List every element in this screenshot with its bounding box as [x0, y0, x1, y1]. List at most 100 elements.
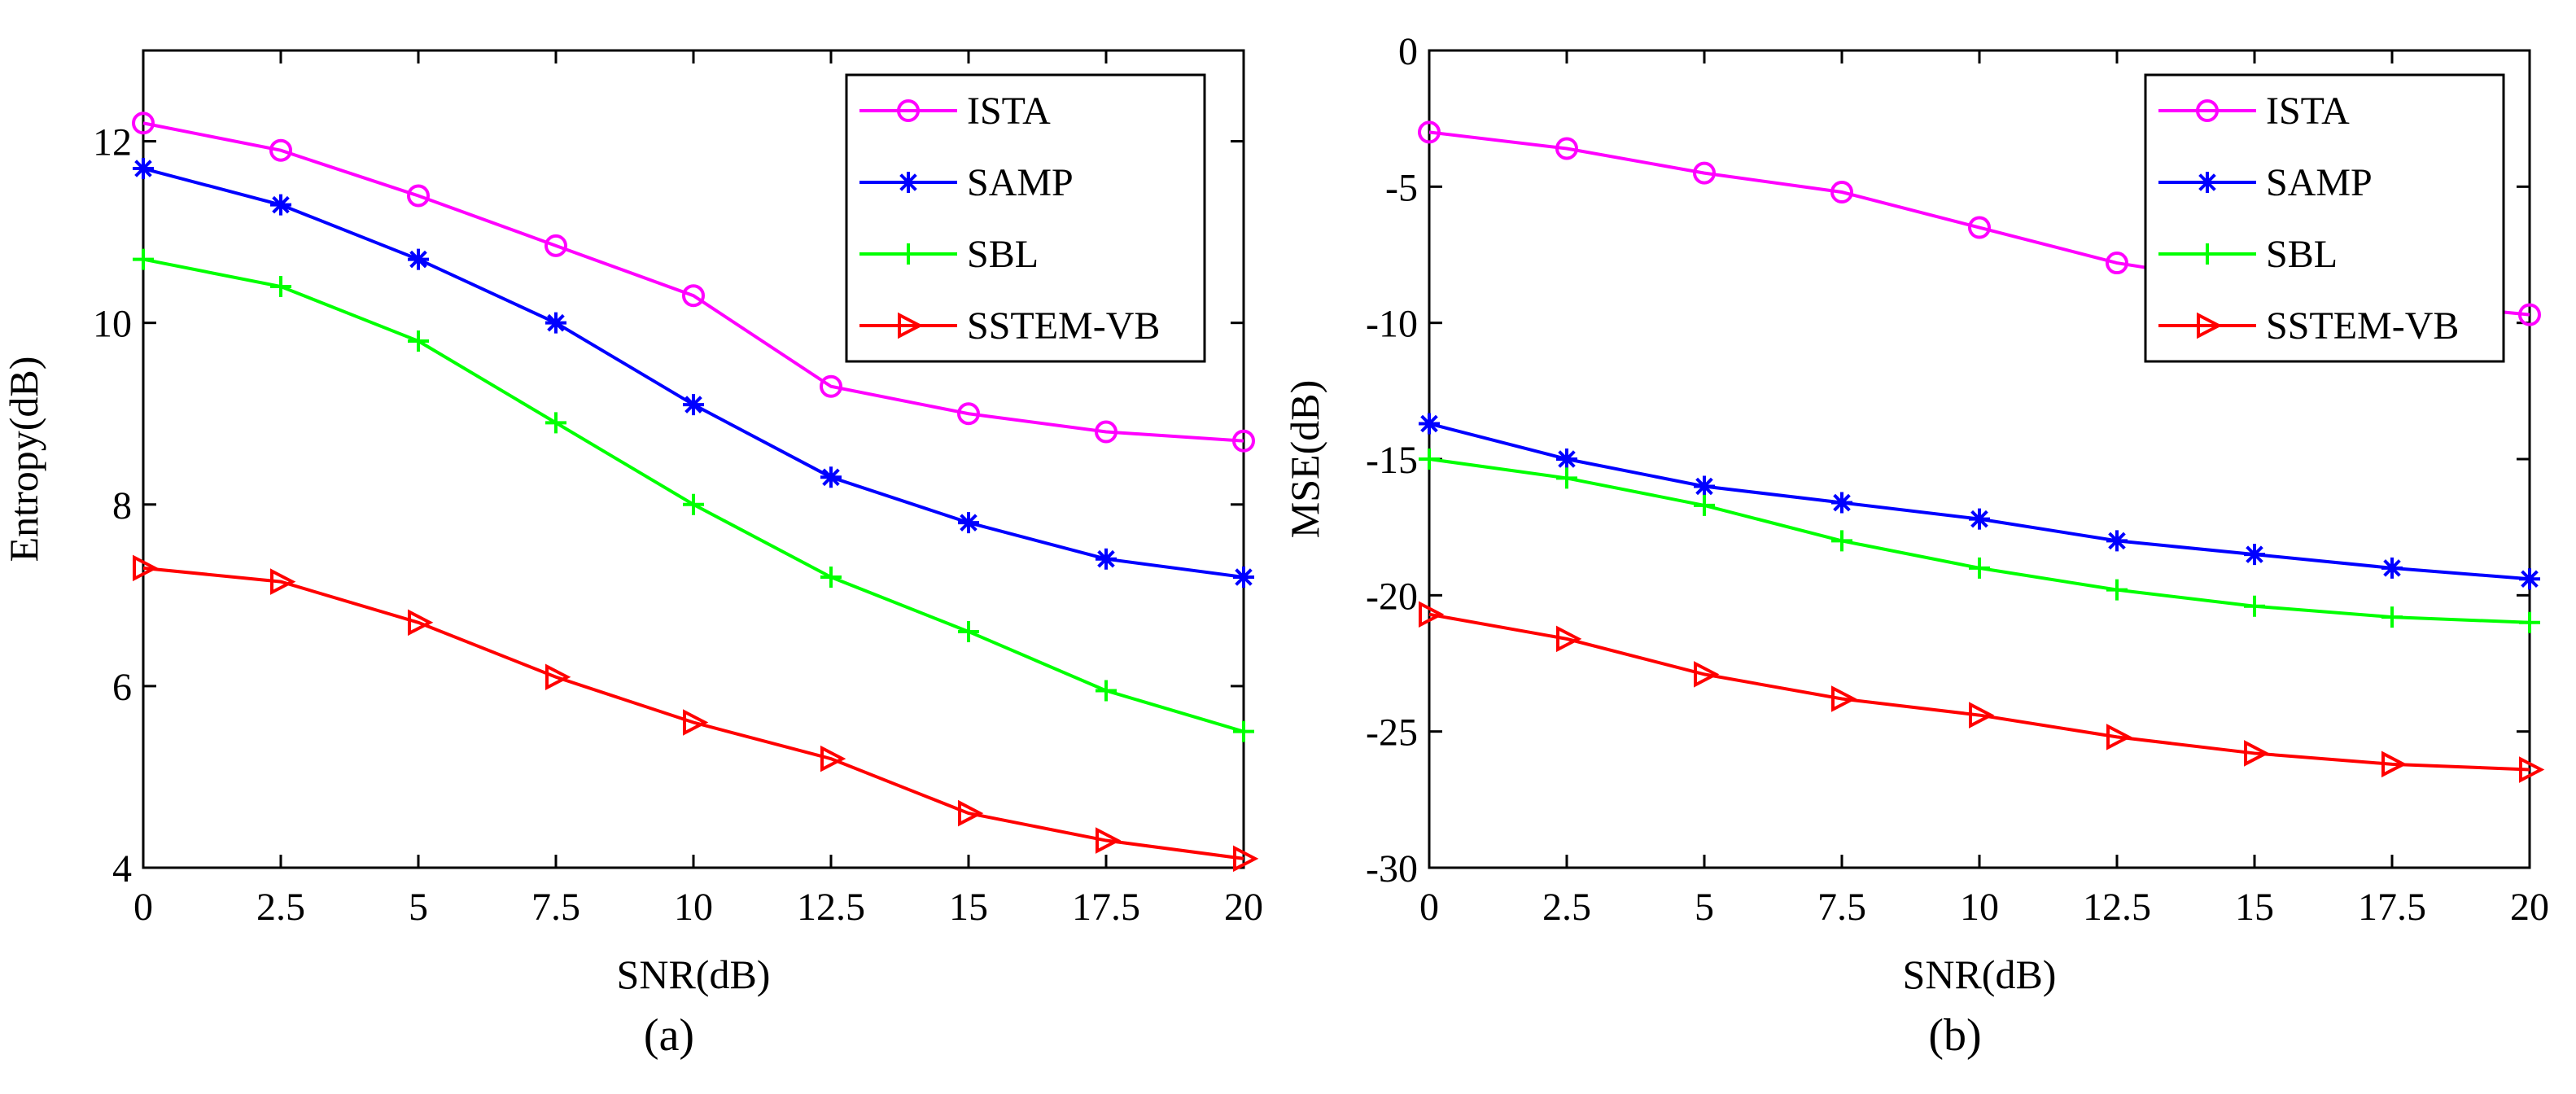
y-tick-label: 4	[112, 847, 132, 891]
legend-label: ISTA	[2266, 90, 2350, 133]
legend-marker	[897, 99, 920, 122]
data-point-sbl	[1969, 557, 1990, 579]
data-point-sbl	[1831, 530, 1852, 552]
data-point-sstem-vb	[1831, 685, 1857, 712]
data-point-sstem-vb	[2519, 756, 2545, 783]
data-point-ista	[957, 402, 980, 426]
legend-marker	[898, 172, 919, 193]
data-point-sstem-vb	[1969, 702, 1995, 729]
series-line-sstem-vb	[142, 566, 1244, 860]
data-point-sbl	[408, 330, 429, 352]
legend-item-sstem-vb: SSTEM-VB	[859, 304, 1160, 348]
series-sbl	[133, 248, 1254, 742]
legend-box	[845, 73, 1206, 363]
legend-item-sbl: SBL	[859, 233, 1039, 276]
data-point-ista	[2518, 303, 2541, 326]
data-point-ista	[545, 234, 567, 257]
x-tick-label: 15	[2235, 886, 2274, 929]
x-axis-title: SNR(dB)	[617, 952, 771, 997]
legend-marker	[2197, 243, 2218, 265]
series-ista	[132, 112, 1255, 453]
x-tick-label: 2.5	[1542, 886, 1591, 929]
x-tick-label: 0	[1419, 886, 1439, 929]
data-point-sbl	[133, 248, 154, 270]
data-point-sbl	[1419, 449, 1440, 470]
data-point-sstem-vb	[683, 709, 709, 736]
y-tick-label: 10	[93, 303, 132, 346]
data-point-ista	[682, 284, 705, 308]
panel-label: (b)	[1928, 1010, 1981, 1061]
data-point-sstem-vb	[270, 568, 296, 595]
x-tick-label: 17.5	[1072, 886, 1140, 929]
chart-panel-a: 0 2.5 5 7.5 10 12.5 15 17.5 20 4 6 8 10 12 SNR(dB) Entr…	[1, 49, 1263, 1061]
legend-label: SBL	[967, 233, 1039, 276]
series-line-samp	[1428, 422, 2530, 581]
data-point-samp	[545, 312, 566, 334]
legend-label: SSTEM-VB	[967, 304, 1160, 348]
data-point-ista	[269, 138, 292, 162]
data-point-sstem-vb	[545, 663, 571, 691]
legend-marker	[2197, 312, 2223, 339]
data-point-sstem-vb	[2381, 750, 2408, 778]
legend-marker	[2197, 172, 2218, 193]
data-point-sstem-vb	[1556, 625, 1582, 653]
y-tick-label: 0	[1398, 30, 1418, 73]
data-point-sbl	[545, 412, 566, 434]
data-point-sstem-vb	[958, 799, 984, 827]
data-point-ista	[820, 374, 842, 398]
data-point-sstem-vb	[2244, 740, 2270, 767]
y-tick-label: -10	[1366, 303, 1418, 346]
series-sstem-vb	[133, 554, 1259, 873]
data-point-sbl	[1233, 720, 1254, 742]
legend-item-sstem-vb: SSTEM-VB	[2158, 304, 2459, 348]
data-point-sstem-vb	[2106, 724, 2132, 750]
y-tick-label: 12	[93, 121, 132, 164]
data-point-samp	[2381, 557, 2403, 579]
data-point-sbl	[2244, 595, 2265, 617]
data-point-sstem-vb	[1096, 827, 1122, 854]
data-point-sbl	[958, 620, 979, 642]
data-point-sstem-vb	[820, 745, 846, 772]
data-point-samp	[133, 158, 154, 180]
series-sstem-vb	[1419, 601, 2545, 783]
data-point-sstem-vb	[1233, 845, 1259, 873]
legend-marker	[898, 312, 924, 339]
data-point-sstem-vb	[133, 554, 159, 582]
data-point-ista	[407, 184, 430, 208]
y-tick-label: -30	[1366, 847, 1418, 891]
y-tick-label: -25	[1366, 711, 1418, 755]
data-point-ista	[1830, 181, 1853, 204]
data-point-samp	[820, 466, 842, 488]
y-tick-label: 6	[112, 666, 132, 709]
legend-item-ista: ISTA	[859, 90, 1051, 133]
legend: ISTA SAMP SBL SSTEM-VB	[845, 73, 1206, 363]
data-point-samp	[2106, 530, 2128, 552]
series-samp	[1419, 413, 2540, 590]
legend-item-samp: SAMP	[2158, 161, 2373, 204]
y-tick-label: -15	[1366, 439, 1418, 482]
data-point-samp	[1419, 413, 1440, 435]
panel-label: (a)	[644, 1010, 694, 1061]
x-tick-label: 5	[409, 886, 428, 929]
x-tick-label: 10	[1960, 886, 1999, 929]
data-point-ista	[2106, 252, 2128, 275]
legend-label: SAMP	[967, 161, 1074, 204]
x-tick-label: 2.5	[256, 886, 305, 929]
y-axis-title: Entropy(dB)	[1, 357, 46, 562]
legend-label: SSTEM-VB	[2266, 304, 2459, 348]
data-point-samp	[1556, 449, 1577, 470]
data-point-samp	[1694, 475, 1715, 497]
data-point-ista	[1418, 120, 1441, 144]
legend-label: SBL	[2266, 233, 2338, 276]
data-point-samp	[2244, 544, 2265, 566]
y-tick-label: 8	[112, 484, 132, 527]
data-point-sbl	[2519, 611, 2540, 633]
y-tick-label: -20	[1366, 575, 1418, 618]
x-tick-label: 12.5	[797, 886, 865, 929]
data-point-sbl	[1556, 467, 1577, 489]
data-point-sbl	[270, 276, 291, 298]
data-point-sstem-vb	[1694, 661, 1720, 688]
data-point-sbl	[1694, 494, 1715, 516]
y-axis-title: MSE(dB)	[1282, 380, 1327, 538]
